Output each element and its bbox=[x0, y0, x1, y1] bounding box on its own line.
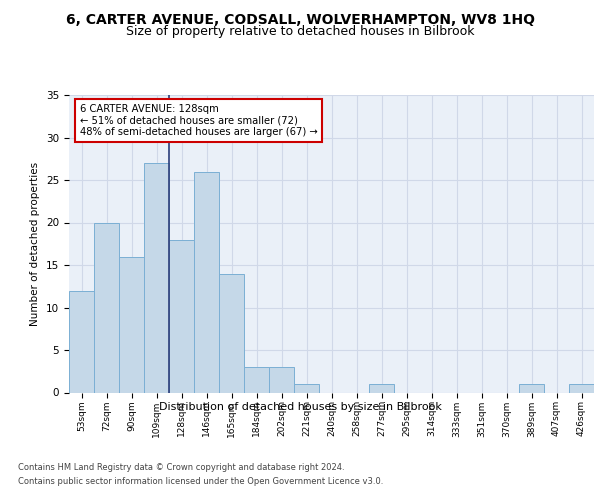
Bar bbox=[269, 367, 294, 392]
Text: Contains public sector information licensed under the Open Government Licence v3: Contains public sector information licen… bbox=[18, 478, 383, 486]
Text: 6 CARTER AVENUE: 128sqm
← 51% of detached houses are smaller (72)
48% of semi-de: 6 CARTER AVENUE: 128sqm ← 51% of detache… bbox=[79, 104, 317, 137]
Bar bbox=[69, 290, 94, 392]
Bar bbox=[519, 384, 544, 392]
Text: Size of property relative to detached houses in Bilbrook: Size of property relative to detached ho… bbox=[126, 25, 474, 38]
Text: 6, CARTER AVENUE, CODSALL, WOLVERHAMPTON, WV8 1HQ: 6, CARTER AVENUE, CODSALL, WOLVERHAMPTON… bbox=[65, 12, 535, 26]
Bar bbox=[244, 367, 269, 392]
Bar bbox=[219, 274, 244, 392]
Bar bbox=[294, 384, 319, 392]
Text: Contains HM Land Registry data © Crown copyright and database right 2024.: Contains HM Land Registry data © Crown c… bbox=[18, 462, 344, 471]
Y-axis label: Number of detached properties: Number of detached properties bbox=[31, 162, 40, 326]
Bar bbox=[169, 240, 194, 392]
Bar bbox=[194, 172, 219, 392]
Bar bbox=[369, 384, 394, 392]
Bar bbox=[119, 256, 144, 392]
Bar bbox=[569, 384, 594, 392]
Text: Distribution of detached houses by size in Bilbrook: Distribution of detached houses by size … bbox=[158, 402, 442, 412]
Bar bbox=[94, 222, 119, 392]
Bar bbox=[144, 163, 169, 392]
